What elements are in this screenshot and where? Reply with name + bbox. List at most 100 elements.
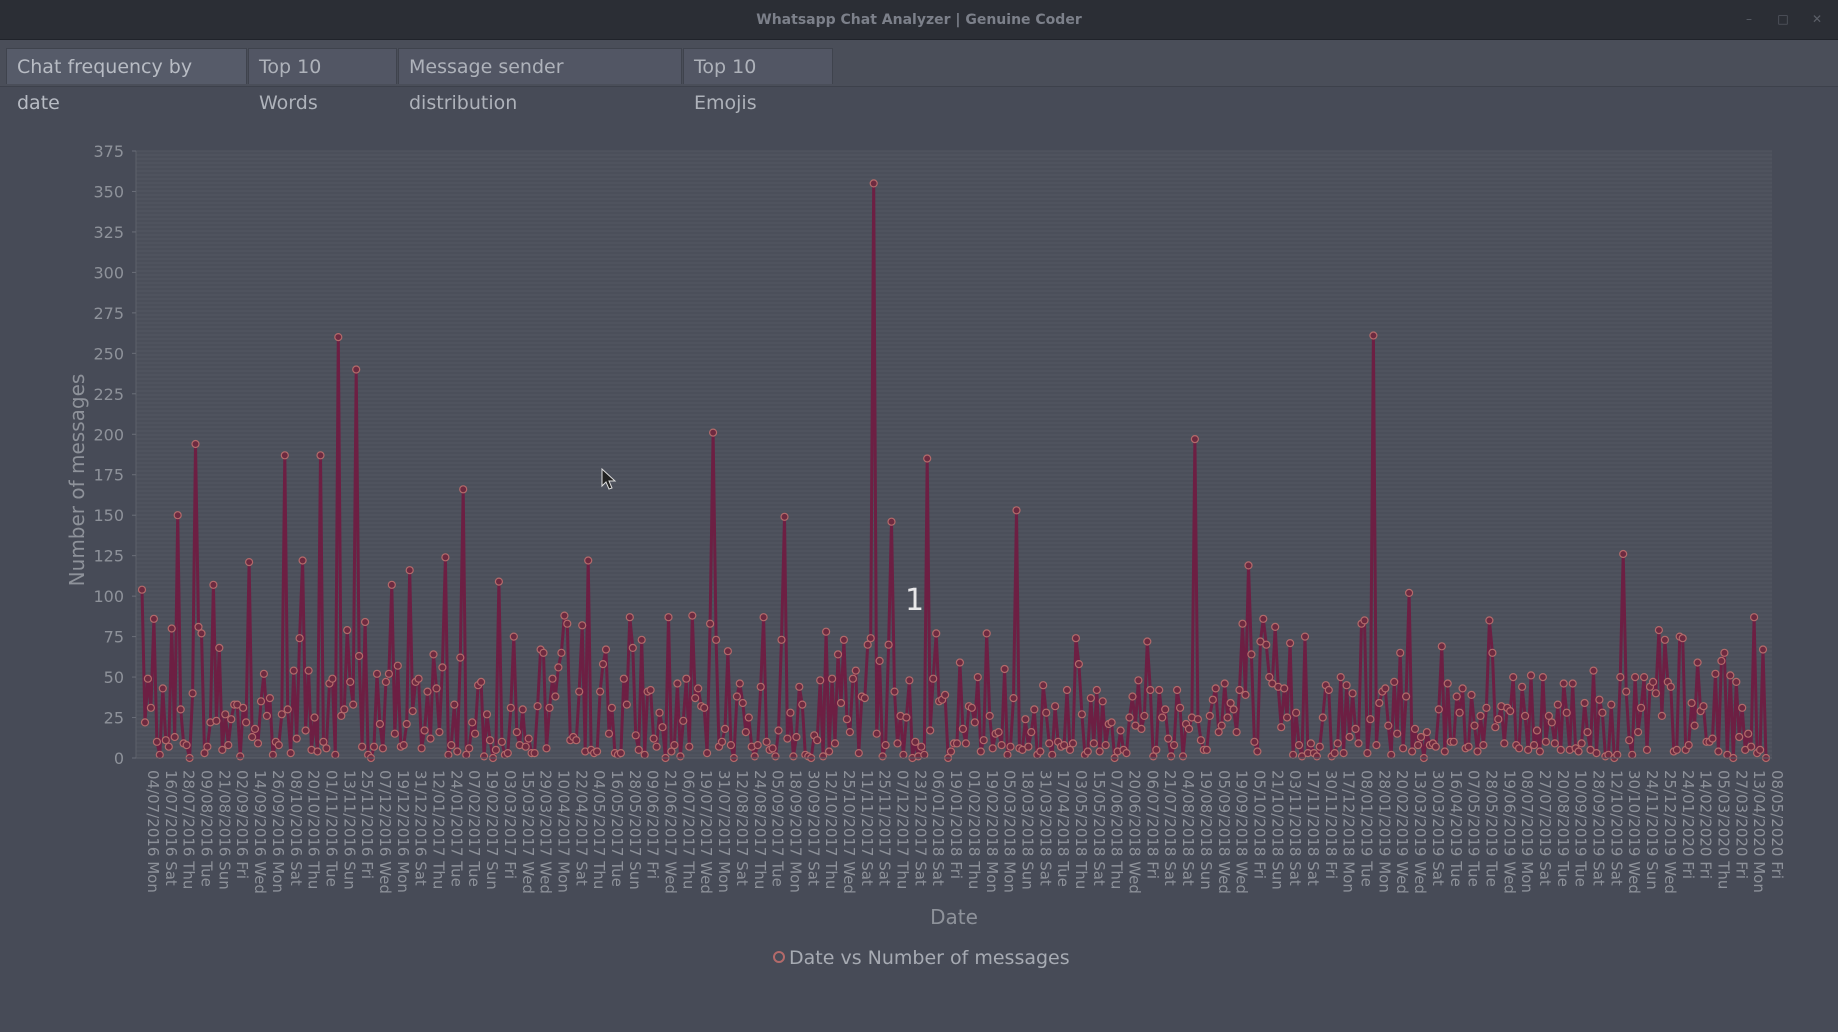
x-tick-label: 12/10/2019 Sat xyxy=(1607,770,1625,886)
minimize-icon[interactable]: – xyxy=(1746,12,1752,26)
data-point xyxy=(298,556,307,565)
data-point xyxy=(1172,685,1182,695)
x-tick-label: 15/05/2018 Sat xyxy=(1090,770,1108,886)
data-point xyxy=(426,734,435,743)
data-point xyxy=(319,737,328,746)
data-point xyxy=(923,454,932,463)
x-tick-label: 05/03/2020 Thu xyxy=(1714,770,1732,889)
data-point xyxy=(649,734,658,743)
y-tick-label: 50 xyxy=(104,668,124,687)
data-point xyxy=(1265,672,1274,682)
data-point xyxy=(1607,700,1616,709)
tab-chat-frequency-by-date[interactable]: Chat frequency by date xyxy=(6,48,247,114)
x-tick-label: 17/12/2018 Mon xyxy=(1340,770,1358,893)
data-point xyxy=(295,634,304,643)
data-point xyxy=(845,727,855,737)
data-point xyxy=(408,706,417,716)
data-point xyxy=(1253,747,1262,756)
data-point xyxy=(1541,737,1551,746)
data-point xyxy=(450,700,459,709)
data-point xyxy=(994,727,1003,737)
data-point xyxy=(673,679,682,688)
data-point xyxy=(1458,684,1467,693)
data-point xyxy=(1012,506,1021,515)
data-point xyxy=(682,674,691,683)
data-point xyxy=(346,677,355,687)
data-point xyxy=(824,747,834,756)
data-point xyxy=(1262,640,1271,649)
x-tick-label: 08/01/2019 Tue xyxy=(1358,770,1376,887)
data-point xyxy=(1164,734,1173,743)
data-point xyxy=(1059,740,1069,750)
x-tick-label: 29/03/2017 Wed xyxy=(537,770,555,894)
data-point xyxy=(355,651,364,661)
data-point xyxy=(1401,692,1411,701)
data-point xyxy=(1030,705,1039,714)
close-icon[interactable]: ✕ xyxy=(1811,12,1823,26)
data-point xyxy=(1190,435,1200,444)
data-point xyxy=(140,718,150,727)
data-point xyxy=(343,625,352,635)
data-point xyxy=(1363,748,1372,758)
y-tick-label: 150 xyxy=(93,506,124,525)
x-tick-label: 21/07/2018 Sat xyxy=(1161,770,1179,886)
x-tick-label: 14/02/2020 Fri xyxy=(1697,770,1715,879)
data-point xyxy=(1517,682,1527,691)
data-point xyxy=(762,737,771,746)
tab-bar: Chat frequency by date Top 10 Words Mess… xyxy=(0,40,1838,114)
data-point xyxy=(985,711,994,721)
data-point xyxy=(405,566,414,575)
tab-top-10-emojis[interactable]: Top 10 Emojis xyxy=(683,48,833,114)
data-point xyxy=(393,661,402,670)
data-point xyxy=(789,752,798,761)
data-point xyxy=(1306,739,1316,748)
tab-top-10-words[interactable]: Top 10 Words xyxy=(248,48,397,114)
data-point xyxy=(830,739,840,748)
data-point xyxy=(988,744,997,753)
x-tick-label: 17/11/2018 Sat xyxy=(1304,770,1322,886)
data-point xyxy=(1354,739,1363,748)
data-point xyxy=(628,643,637,653)
x-tick-label: 18/09/2017 Mon xyxy=(786,770,804,893)
data-point xyxy=(337,711,346,721)
data-point xyxy=(375,719,384,729)
x-tick-label: 25/11/2017 Sat xyxy=(876,770,894,886)
data-point xyxy=(197,629,206,638)
data-point xyxy=(1134,676,1143,685)
data-point xyxy=(274,740,283,750)
data-point xyxy=(1238,619,1247,628)
data-point xyxy=(242,718,251,727)
data-point xyxy=(239,703,248,712)
y-tick-label: 375 xyxy=(93,142,124,161)
y-tick-label: 100 xyxy=(93,587,124,606)
x-tick-label: 05/10/2018 Fri xyxy=(1250,770,1268,879)
x-tick-label: 09/08/2016 Tue xyxy=(198,770,216,887)
data-point xyxy=(1089,739,1098,748)
line-chart: 0 25 50 75 100 125 150 175 200 225 250 275 300 325 350… xyxy=(65,142,1786,969)
data-point xyxy=(911,737,920,746)
data-point xyxy=(1398,744,1408,753)
x-tick-label: 19/12/2016 Mon xyxy=(394,770,412,893)
data-point xyxy=(1416,732,1426,742)
data-point xyxy=(652,742,661,751)
data-point xyxy=(1613,750,1622,759)
data-point xyxy=(1467,690,1476,700)
y-tick-label: 250 xyxy=(93,344,124,363)
data-point xyxy=(1223,713,1232,722)
data-point xyxy=(1214,727,1223,737)
data-point xyxy=(468,718,477,727)
data-point xyxy=(378,744,387,753)
data-point xyxy=(1247,650,1256,659)
data-point xyxy=(1205,711,1214,721)
maximize-icon[interactable]: □ xyxy=(1777,12,1789,26)
data-point xyxy=(1684,740,1693,750)
data-point xyxy=(1369,331,1378,340)
data-point xyxy=(301,726,310,735)
data-point xyxy=(1452,692,1461,701)
data-point xyxy=(182,740,191,750)
data-point xyxy=(813,736,822,745)
tab-message-sender-distribution[interactable]: Message sender distribution xyxy=(398,48,682,114)
data-point xyxy=(575,687,584,696)
data-point xyxy=(1351,724,1360,734)
data-point xyxy=(1559,679,1568,688)
